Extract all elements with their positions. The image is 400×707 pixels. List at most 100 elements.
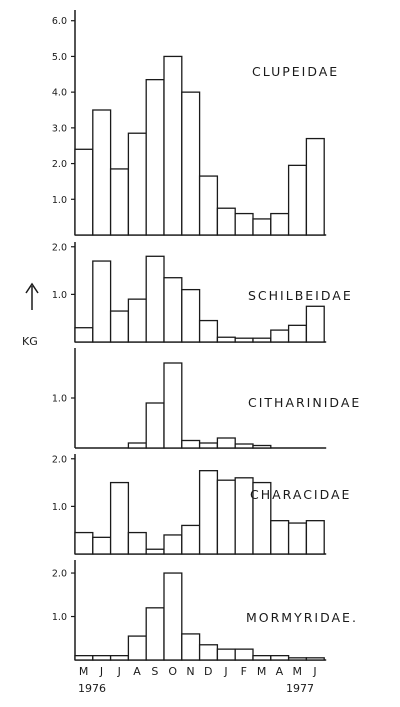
bar — [109, 655, 130, 661]
y-tick-label: 1.0 — [52, 612, 67, 623]
panel-title: CLUPEIDAE — [252, 64, 339, 79]
bar — [163, 277, 183, 343]
y-tick-label: 2.0 — [52, 454, 67, 465]
y-tick-label: 2.0 — [52, 242, 67, 253]
month-label: F — [241, 665, 248, 678]
bar — [163, 55, 183, 236]
month-label: M — [79, 665, 89, 678]
bar — [181, 524, 201, 555]
bar — [305, 305, 325, 343]
month-label: J — [117, 665, 122, 678]
bar — [216, 479, 236, 555]
panel-schilbeidae: 1.0 2.0 SCHILBEIDAE — [52, 242, 351, 343]
month-label: A — [276, 665, 284, 678]
y-tick-label: 1.0 — [52, 290, 67, 301]
panel-citharinidae: 1.0 CITHARINIDAE — [52, 348, 361, 449]
arrow-head-icon — [25, 282, 39, 294]
bar — [163, 534, 183, 555]
y-tick-label: 1.0 — [52, 195, 67, 206]
panel-title: CHARACIDAE — [250, 487, 351, 502]
bar — [216, 648, 236, 661]
bar — [198, 470, 219, 555]
bar — [163, 572, 183, 661]
bar — [252, 481, 272, 555]
bar — [145, 548, 165, 555]
bar — [74, 655, 94, 661]
bar — [181, 288, 201, 343]
bar — [252, 337, 272, 343]
month-label: J — [312, 665, 317, 678]
bar — [234, 648, 254, 661]
bar — [127, 132, 147, 236]
panel-title: CITHARINIDAE — [248, 395, 361, 410]
month-label: O — [168, 665, 177, 678]
bar — [216, 336, 236, 343]
bar — [127, 635, 147, 661]
panel-clupeidae: 1.0 2.0 3.0 4.0 5.0 6.0 CLUPEIDAE — [52, 10, 339, 236]
bar — [198, 644, 219, 661]
panels-group: 1.0 2.0 3.0 4.0 5.0 6.0 CLUPEIDAE 1.0 2.0 SCHILBE… — [52, 10, 361, 661]
y-tick-label: 2.0 — [52, 159, 67, 170]
y-tick-label: 1.0 — [52, 394, 67, 405]
bar — [74, 148, 94, 236]
y-tick-label: 3.0 — [52, 123, 67, 134]
y-unit-indicator: KG — [22, 282, 39, 348]
month-label: M — [257, 665, 267, 678]
month-label: N — [186, 665, 195, 678]
bar — [305, 520, 325, 555]
bar — [74, 327, 94, 343]
bar — [127, 531, 147, 555]
bar — [234, 337, 254, 343]
panel-title: MORMYRIDAE. — [246, 610, 358, 625]
month-label: J — [223, 665, 228, 678]
bar — [92, 655, 112, 661]
bar — [252, 218, 272, 236]
bar — [234, 443, 254, 449]
bar — [92, 109, 112, 236]
month-label: M — [293, 665, 303, 678]
bar — [127, 298, 147, 343]
bar — [252, 655, 272, 661]
bar — [270, 520, 290, 555]
bar — [305, 137, 325, 236]
month-label: J — [99, 665, 104, 678]
month-label: S — [151, 665, 158, 678]
month-label: D — [204, 665, 213, 678]
bar — [287, 164, 308, 236]
panel-characidae: 1.0 2.0 CHARACIDAE — [52, 454, 351, 555]
bar — [270, 212, 290, 236]
year-end-label: 1977 — [286, 682, 314, 695]
y-tick-label: 2.0 — [52, 569, 67, 580]
year-start-label: 1976 — [78, 682, 106, 695]
bar — [287, 324, 308, 343]
bar — [287, 522, 308, 555]
panel-mormyridae: 1.0 2.0 MORMYRIDAE. — [52, 560, 358, 661]
bar — [198, 442, 219, 449]
bar — [198, 319, 219, 343]
bar — [181, 633, 201, 661]
bar — [109, 481, 130, 555]
bar — [181, 439, 201, 449]
bar — [109, 310, 130, 343]
bar — [234, 212, 254, 236]
month-label: A — [133, 665, 141, 678]
bar — [92, 536, 112, 555]
bar — [145, 255, 165, 343]
bar — [198, 175, 219, 236]
bar — [145, 402, 165, 449]
bar — [270, 329, 290, 343]
bar — [163, 362, 183, 449]
bar — [305, 657, 325, 661]
y-tick-label: 6.0 — [52, 16, 67, 27]
y-tick-label: 1.0 — [52, 502, 67, 513]
bar — [270, 655, 290, 661]
bar — [216, 207, 236, 236]
bar — [287, 657, 308, 661]
bar — [216, 437, 236, 449]
bar — [252, 444, 272, 449]
bar — [145, 78, 165, 236]
bar — [145, 607, 165, 661]
bar — [127, 442, 147, 449]
